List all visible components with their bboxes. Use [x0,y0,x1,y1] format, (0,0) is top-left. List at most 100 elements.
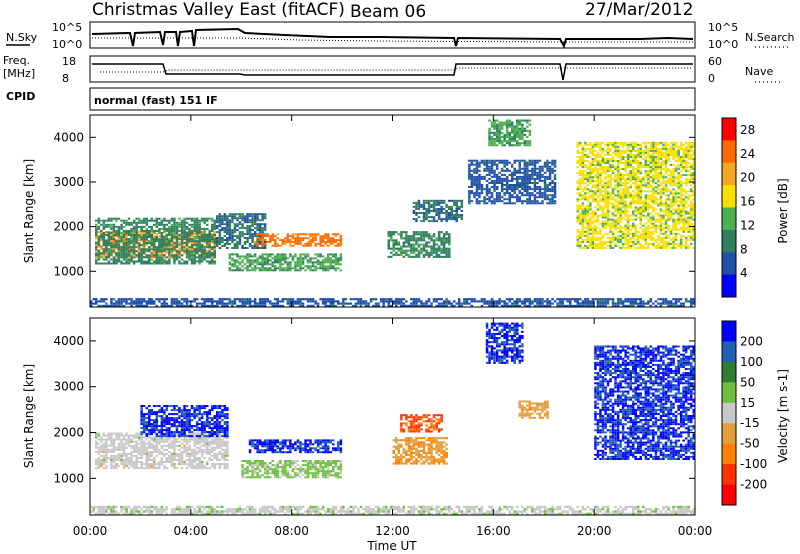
power-cell [427,220,431,223]
power-cell [208,262,211,265]
power-cell [611,164,615,166]
power-cell [548,175,552,178]
power-cell [195,242,199,245]
power-cell [460,205,464,208]
power-cell [654,196,658,199]
power-cell [216,217,219,220]
power-cell [107,238,111,241]
power-cell [684,210,688,213]
power-cell [667,216,670,219]
power-cell [125,229,128,232]
power-cell [153,302,156,305]
power-cell [415,249,418,252]
power-cell [647,194,650,197]
power-cell [445,220,448,223]
power-cell [611,158,615,160]
power-cell [546,202,549,205]
power-cell [619,246,622,249]
power-cell [473,177,476,180]
power-cell [422,218,426,221]
power-cell [445,216,448,219]
power-cell [647,224,650,227]
power-cell [639,153,642,156]
power-cell [493,138,496,141]
power-cell [190,258,194,261]
power-cell [253,241,257,243]
power-cell [445,255,448,258]
power-cell [667,170,670,173]
power-cell [437,239,441,242]
power-cell [604,170,607,173]
power-cell [173,260,176,263]
power-cell [687,222,690,225]
power-cell [493,133,496,136]
power-cell [95,234,98,236]
power-cell [427,237,431,240]
power-cell [183,227,186,230]
power-cell [586,178,590,181]
power-cell [422,249,426,252]
power-cell [576,143,579,146]
power-cell [233,243,237,245]
power-cell [115,300,118,303]
power-cell [241,235,244,238]
power-cell [271,235,274,238]
power-cell [102,242,106,245]
power-cell [679,170,683,173]
power-cell [672,228,675,231]
power-cell [188,256,191,259]
power-cell [576,145,579,148]
power-cell [591,168,595,171]
power-cell [153,300,156,303]
power-cell [493,140,496,143]
power-cell [632,178,635,181]
power-cell [657,151,660,154]
power-cell [150,225,153,228]
power-cell [105,251,108,254]
power-cell [236,225,239,228]
power-cell [425,212,428,214]
power-cell [667,182,670,185]
power-cell [516,169,519,172]
power-cell [137,236,141,238]
power-cell [629,224,632,227]
power-cell [173,229,176,232]
power-cell [120,240,123,243]
power-cell [594,149,597,152]
power-cell [500,140,504,143]
power-cell [153,254,156,257]
power-cell [536,186,539,188]
power-cell [304,255,307,258]
power-cell [626,244,630,247]
power-cell [604,220,607,223]
power-cell [170,250,174,253]
power-cell [659,176,663,179]
power-cell [609,158,612,160]
power-cell [417,253,421,256]
power-cell [589,182,592,185]
noise-tick-low-right: 10^0 [708,38,738,51]
power-cell [160,240,164,243]
power-cell [495,129,499,132]
power-cell [637,196,640,199]
power-cell [687,216,690,219]
power-cell [480,184,484,186]
power-cell [95,248,98,251]
power-cell [553,184,557,186]
power-cell [246,261,249,264]
power-cell [206,242,209,245]
power-cell [647,184,650,187]
power-cell [221,298,224,301]
power-cell [153,260,156,263]
power-cell [611,202,615,205]
power-cell [664,176,668,179]
power-cell [586,226,590,229]
power-cell [647,204,650,207]
power-cell [614,194,617,197]
power-cell [150,229,153,232]
power-cell [654,143,658,146]
power-cell [183,246,186,249]
power-cell [652,218,655,221]
nave-label: Nave [745,65,773,78]
power-cell [533,198,537,201]
